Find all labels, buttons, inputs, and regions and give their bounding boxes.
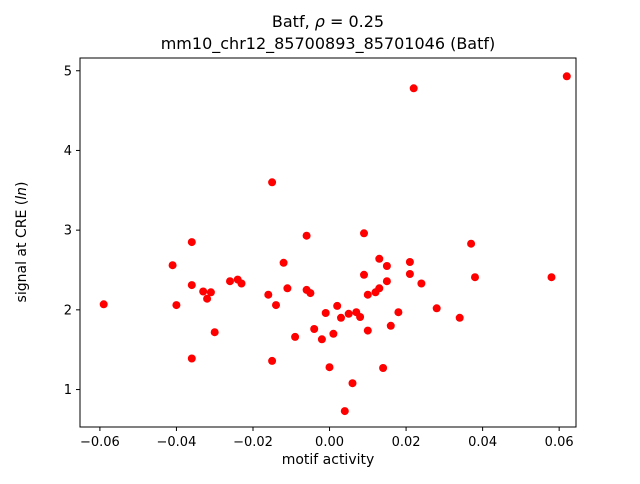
data-point: [264, 290, 273, 299]
y-tick-label: 5: [64, 64, 72, 79]
y-label-prefix: signal at CRE (: [14, 200, 30, 303]
data-point: [283, 284, 292, 293]
y-axis-label: signal at CRE (ln): [14, 182, 30, 303]
data-point: [363, 326, 372, 335]
data-point: [203, 294, 212, 303]
y-tick-label: 2: [64, 303, 72, 318]
data-point: [375, 284, 384, 293]
data-point: [187, 354, 196, 363]
x-tick-label: 0.04: [468, 435, 497, 450]
title-rho-symbol: ρ: [315, 12, 325, 31]
data-point: [317, 335, 326, 344]
scatter-points: [99, 72, 571, 416]
chart-title-line2: mm10_chr12_85700893_85701046 (Batf): [161, 34, 496, 54]
data-point: [382, 277, 391, 286]
data-point: [210, 328, 219, 337]
data-point: [344, 309, 353, 318]
data-point: [310, 325, 319, 333]
data-point: [325, 363, 334, 372]
data-point: [291, 332, 300, 341]
data-point: [360, 229, 368, 238]
data-point: [409, 84, 418, 93]
data-point: [375, 254, 384, 263]
y-label-italic: ln: [14, 187, 30, 200]
data-point: [386, 321, 395, 330]
data-point: [432, 304, 441, 313]
title-prefix: Batf,: [272, 12, 315, 31]
plot-area-border: [79, 57, 577, 428]
data-point: [206, 288, 215, 297]
x-tick-label: 0.06: [545, 435, 574, 450]
x-tick-label: −0.06: [80, 435, 120, 450]
data-point: [168, 261, 177, 270]
data-point: [340, 407, 349, 416]
x-tick-label: 0.02: [392, 435, 421, 450]
x-tick-label: −0.04: [157, 435, 197, 450]
y-tick-label: 4: [64, 144, 72, 159]
data-point: [405, 270, 414, 278]
data-point: [306, 289, 315, 298]
axis-ticks: −0.06 −0.04 −0.02 0.00 0.02 0.04 0.06 1 2 3 4 5: [64, 64, 574, 450]
data-point: [99, 300, 108, 309]
x-axis-label: motif activity: [282, 452, 375, 468]
data-point: [187, 238, 196, 247]
data-point: [321, 309, 330, 317]
data-point: [348, 379, 357, 388]
data-point: [467, 239, 476, 248]
data-point: [562, 72, 571, 81]
y-label-suffix: ): [14, 182, 30, 187]
title-suffix: = 0.25: [325, 12, 384, 31]
data-point: [455, 313, 464, 322]
x-tick-label: 0.00: [315, 435, 344, 450]
data-point: [382, 262, 391, 270]
data-point: [237, 279, 246, 288]
y-tick-label: 1: [64, 383, 72, 398]
data-point: [329, 329, 338, 338]
data-point: [471, 273, 479, 282]
data-point: [360, 270, 368, 279]
data-point: [226, 277, 234, 286]
data-point: [172, 301, 181, 310]
data-point: [302, 231, 311, 240]
data-point: [394, 308, 403, 317]
data-point: [547, 273, 556, 282]
y-tick-label: 3: [64, 224, 72, 239]
x-tick-label: −0.02: [233, 435, 273, 450]
data-point: [363, 290, 372, 299]
data-point: [272, 301, 280, 310]
data-point: [379, 364, 388, 372]
data-point: [187, 281, 196, 290]
data-point: [279, 258, 288, 267]
data-point: [333, 301, 342, 310]
data-point: [356, 313, 365, 321]
data-point: [337, 313, 345, 322]
data-point: [199, 287, 208, 296]
data-point: [417, 279, 426, 288]
chart-title-line1: Batf, ρ = 0.25: [272, 12, 384, 31]
data-point: [268, 356, 277, 365]
data-point: [405, 258, 414, 266]
data-point: [268, 178, 277, 187]
